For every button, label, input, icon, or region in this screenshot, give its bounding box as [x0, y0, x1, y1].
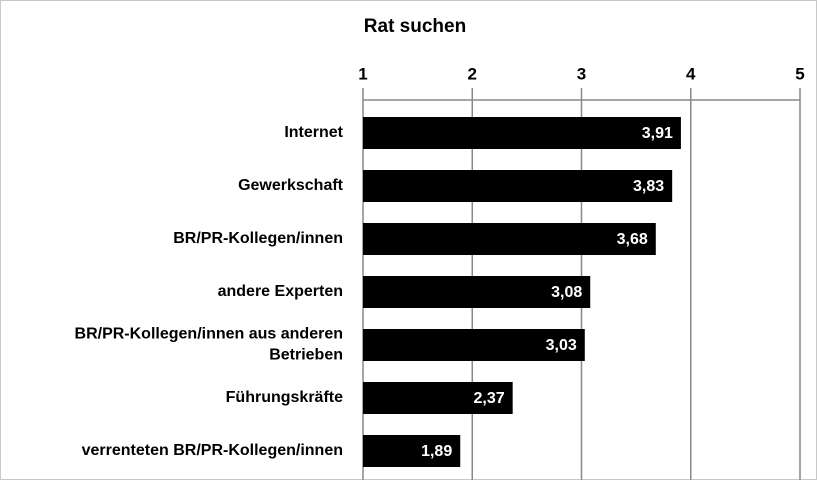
x-tick-label: 3: [577, 64, 586, 83]
bar: [363, 329, 585, 361]
bar: [363, 117, 681, 149]
y-tick-label: Führungskräfte: [226, 389, 343, 406]
y-tick-label: BR/PR-Kollegen/innen aus anderen Betriebe…: [75, 326, 343, 364]
value-label: 3,03: [546, 337, 577, 354]
value-label: 3,83: [633, 178, 664, 195]
y-tick-label: verrenteten BR/PR-Kollegen/innen: [82, 442, 343, 459]
bar: [363, 435, 461, 467]
value-label: 3,91: [642, 125, 673, 142]
x-tick-label: 4: [686, 64, 696, 83]
y-tick-label: BR/PR-Kollegen/innen: [173, 230, 343, 247]
bar: [363, 276, 591, 308]
value-label: 3,68: [617, 231, 648, 248]
y-tick-label: Internet: [284, 124, 343, 141]
y-tick-label: Gewerkschaft: [238, 177, 344, 194]
value-label: 3,08: [551, 284, 582, 301]
bar: [363, 223, 656, 255]
chart-title: Rat suchen: [364, 16, 466, 37]
x-tick-label: 5: [795, 64, 804, 83]
bar: [363, 382, 513, 414]
x-tick-label: 2: [468, 64, 477, 83]
value-label: 2,37: [474, 390, 505, 407]
x-tick-label: 1: [358, 64, 367, 83]
y-tick-label: andere Experten: [218, 283, 343, 300]
value-label: 1,89: [421, 443, 452, 460]
bar: [363, 170, 673, 202]
